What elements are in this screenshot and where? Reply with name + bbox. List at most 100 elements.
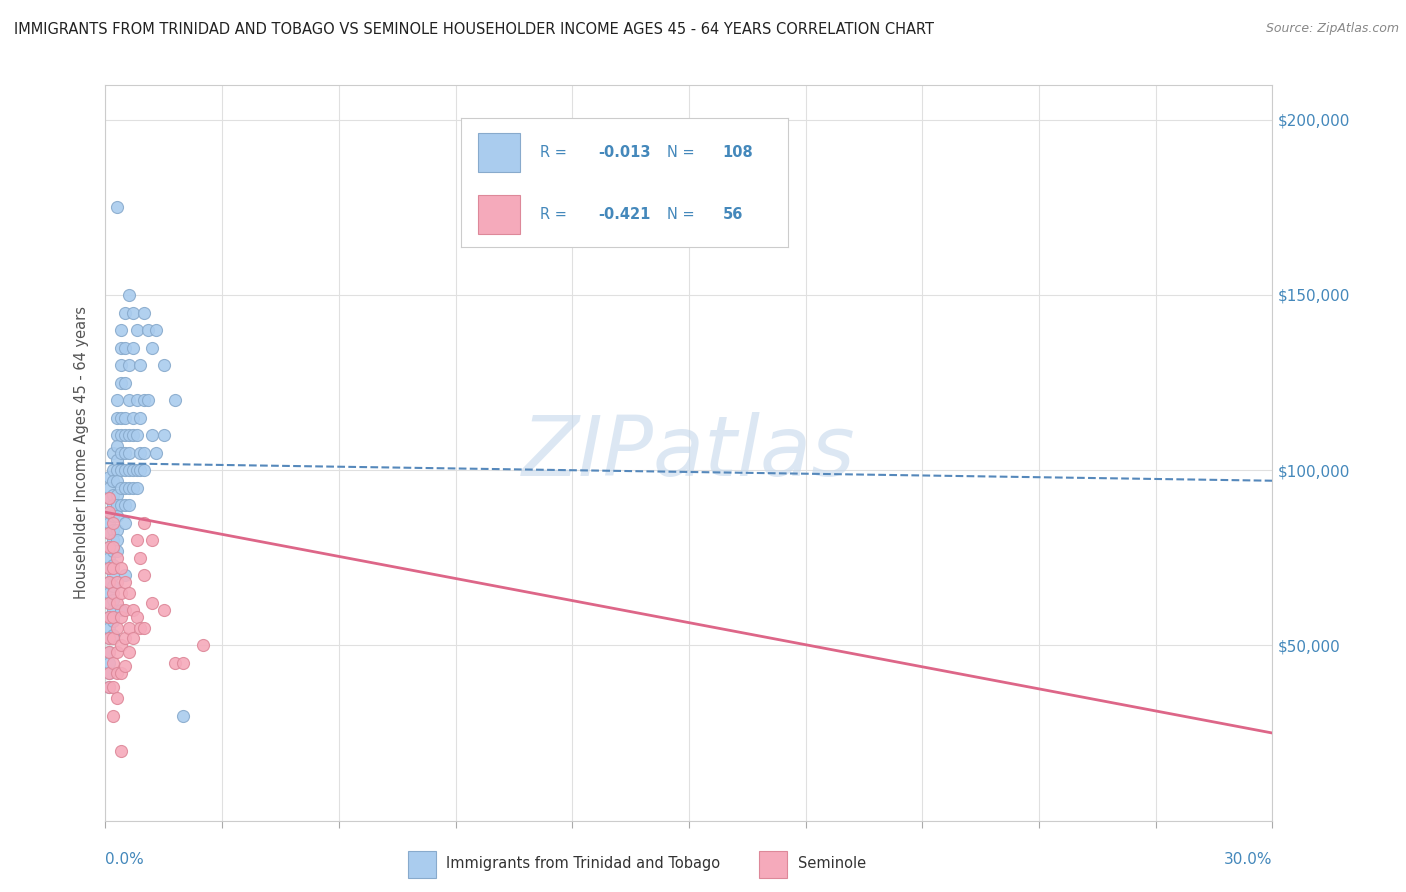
Point [145, 323, 167, 337]
Point [98, 596, 121, 610]
Point [98, 645, 121, 659]
Point [110, 561, 132, 575]
Point [105, 463, 128, 477]
Point [134, 516, 156, 530]
Point [98, 491, 121, 506]
Point [114, 463, 136, 477]
Point [121, 632, 143, 646]
Point [110, 446, 132, 460]
Point [153, 428, 174, 442]
Point [125, 533, 148, 548]
Point [118, 498, 141, 512]
Point [121, 305, 143, 319]
Point [103, 446, 125, 460]
Point [129, 358, 152, 372]
Point [105, 523, 128, 537]
Point [134, 305, 156, 319]
Point [105, 645, 128, 659]
Point [103, 579, 125, 593]
Point [114, 410, 136, 425]
Point [103, 488, 125, 502]
Point [105, 439, 128, 453]
Point [165, 393, 187, 408]
Point [98, 481, 121, 495]
Point [98, 632, 121, 646]
Point [110, 586, 132, 600]
Point [98, 505, 121, 519]
Point [129, 446, 152, 460]
Point [98, 666, 121, 681]
Point [98, 666, 121, 681]
Point [114, 575, 136, 590]
FancyBboxPatch shape [408, 851, 436, 878]
Point [98, 621, 121, 635]
Point [105, 201, 128, 215]
Point [98, 575, 121, 590]
Point [105, 452, 128, 467]
Point [121, 341, 143, 355]
FancyBboxPatch shape [759, 851, 787, 878]
Point [118, 393, 141, 408]
Point [118, 645, 141, 659]
Point [114, 603, 136, 617]
Point [103, 463, 125, 477]
Point [105, 508, 128, 523]
Point [103, 558, 125, 572]
Text: 0.0%: 0.0% [105, 852, 145, 867]
Point [121, 603, 143, 617]
Point [118, 288, 141, 302]
Point [105, 666, 128, 681]
Point [103, 610, 125, 624]
Point [114, 305, 136, 319]
Point [118, 481, 141, 495]
Point [125, 393, 148, 408]
Point [98, 526, 121, 541]
Point [105, 533, 128, 548]
Point [103, 593, 125, 607]
Point [125, 610, 148, 624]
Point [98, 516, 121, 530]
Point [98, 596, 121, 610]
Point [129, 550, 152, 565]
Point [125, 428, 148, 442]
Point [98, 561, 121, 575]
Text: ZIPatlas: ZIPatlas [522, 412, 856, 493]
Point [114, 659, 136, 673]
Point [103, 561, 125, 575]
Point [134, 568, 156, 582]
Point [134, 393, 156, 408]
Point [110, 639, 132, 653]
Point [118, 586, 141, 600]
Point [110, 498, 132, 512]
Point [134, 463, 156, 477]
Point [129, 621, 152, 635]
Point [105, 393, 128, 408]
Point [118, 463, 141, 477]
Point [114, 516, 136, 530]
Point [98, 470, 121, 484]
Point [105, 544, 128, 558]
Point [110, 341, 132, 355]
Point [110, 666, 132, 681]
Point [105, 488, 128, 502]
Point [103, 681, 125, 695]
Point [114, 376, 136, 390]
Text: Immigrants from Trinidad and Tobago: Immigrants from Trinidad and Tobago [447, 855, 720, 871]
Point [114, 632, 136, 646]
Point [134, 621, 156, 635]
Point [105, 575, 128, 590]
Point [98, 656, 121, 670]
Point [98, 681, 121, 695]
Point [103, 632, 125, 646]
Point [121, 481, 143, 495]
Point [105, 691, 128, 706]
Point [110, 323, 132, 337]
Point [172, 708, 194, 723]
Point [153, 358, 174, 372]
Point [110, 376, 132, 390]
Point [103, 498, 125, 512]
Point [103, 614, 125, 628]
Point [145, 446, 167, 460]
Point [98, 610, 121, 624]
Point [110, 463, 132, 477]
